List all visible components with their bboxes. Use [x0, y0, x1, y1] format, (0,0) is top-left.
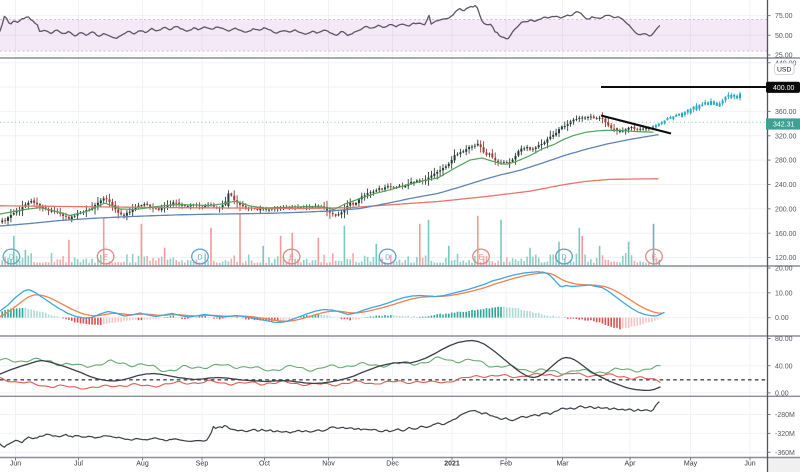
- svg-text:Jul: Jul: [74, 460, 83, 467]
- svg-text:280.00: 280.00: [775, 158, 797, 165]
- svg-text:E: E: [289, 255, 294, 262]
- svg-text:Apr: Apr: [625, 460, 637, 467]
- svg-text:10.00: 10.00: [775, 290, 793, 297]
- svg-text:400.00: 400.00: [773, 85, 795, 92]
- svg-text:Aug: Aug: [136, 460, 149, 467]
- svg-text:342.31: 342.31: [773, 122, 795, 129]
- svg-text:Jun: Jun: [10, 460, 21, 467]
- svg-text:Mar: Mar: [556, 460, 569, 467]
- svg-text:50.00: 50.00: [775, 33, 793, 40]
- svg-text:0.00: 0.00: [775, 315, 789, 322]
- svg-text:160.00: 160.00: [775, 231, 797, 238]
- svg-text:-280M: -280M: [775, 412, 795, 419]
- svg-text:D: D: [197, 255, 202, 262]
- svg-text:Oct: Oct: [259, 460, 270, 467]
- svg-text:-360M: -360M: [775, 450, 795, 457]
- svg-text:360.00: 360.00: [775, 109, 797, 116]
- svg-text:25.00: 25.00: [775, 53, 793, 60]
- svg-text:Nov: Nov: [322, 460, 335, 467]
- svg-text:Dec: Dec: [386, 460, 399, 467]
- svg-text:20.00: 20.00: [775, 266, 793, 273]
- svg-text:E: E: [479, 255, 484, 262]
- svg-text:USD: USD: [777, 67, 791, 74]
- svg-text:320.00: 320.00: [775, 133, 797, 140]
- svg-text:2021: 2021: [444, 460, 460, 467]
- svg-text:Feb: Feb: [500, 460, 512, 467]
- svg-text:240.00: 240.00: [775, 182, 797, 189]
- svg-text:D: D: [385, 255, 390, 262]
- svg-text:E: E: [652, 255, 657, 262]
- svg-text:120.00: 120.00: [775, 255, 797, 262]
- svg-text:0.00: 0.00: [775, 391, 789, 398]
- svg-text:200.00: 200.00: [775, 206, 797, 213]
- svg-text:D: D: [561, 255, 566, 262]
- svg-text:Sep: Sep: [196, 460, 209, 467]
- svg-text:80.00: 80.00: [775, 336, 793, 343]
- svg-text:E: E: [103, 255, 108, 262]
- svg-text:May: May: [684, 460, 698, 467]
- svg-text:Jun: Jun: [744, 460, 755, 467]
- svg-text:75.00: 75.00: [775, 13, 793, 20]
- svg-text:40.00: 40.00: [775, 363, 793, 370]
- svg-text:D: D: [9, 255, 14, 262]
- svg-text:-320M: -320M: [775, 431, 795, 438]
